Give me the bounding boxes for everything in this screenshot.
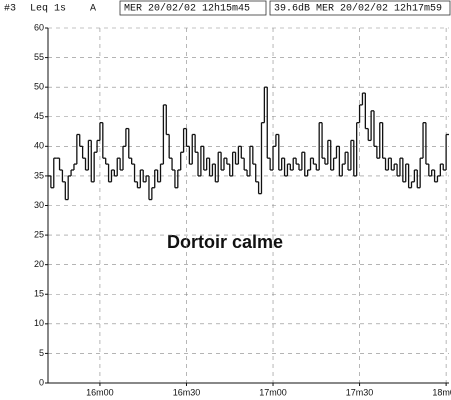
cursor-box — [269, 0, 451, 16]
y-tick-label: 0 — [39, 377, 44, 387]
y-tick-label: 30 — [34, 200, 44, 210]
y-tick-label: 40 — [34, 141, 44, 151]
y-tick-label: 60 — [34, 22, 44, 32]
channel: #3 — [4, 4, 16, 15]
y-tick-label: 20 — [34, 259, 44, 269]
annotation: Dortoir calme — [167, 232, 283, 252]
y-tick-label: 35 — [34, 170, 44, 180]
x-tick-label: 17m00 — [259, 387, 287, 397]
y-tick-label: 5 — [39, 348, 44, 358]
start-box — [119, 0, 267, 16]
x-tick-label: 17m30 — [346, 387, 374, 397]
y-tick-label: 10 — [34, 318, 44, 328]
cursor-value: 39.6dB MER 20/02/02 12h17m59 — [274, 3, 442, 15]
y-tick-label: 45 — [34, 111, 44, 121]
x-tick-label: 16m00 — [86, 387, 114, 397]
y-tick-label: 50 — [34, 82, 44, 92]
header: #3 Leq 1s A MER 20/02/02 12h15m45 39.6dB… — [4, 0, 451, 16]
y-tick-label: 15 — [34, 289, 44, 299]
x-tick-label: 16m30 — [173, 387, 201, 397]
x-tick-label: 18m00 — [432, 387, 451, 397]
y-tick-label: 55 — [34, 52, 44, 62]
y-tick-label: 25 — [34, 229, 44, 239]
weighting: A — [90, 4, 96, 15]
start-time: MER 20/02/02 12h15m45 — [124, 3, 250, 15]
measure: Leq 1s — [30, 4, 66, 15]
